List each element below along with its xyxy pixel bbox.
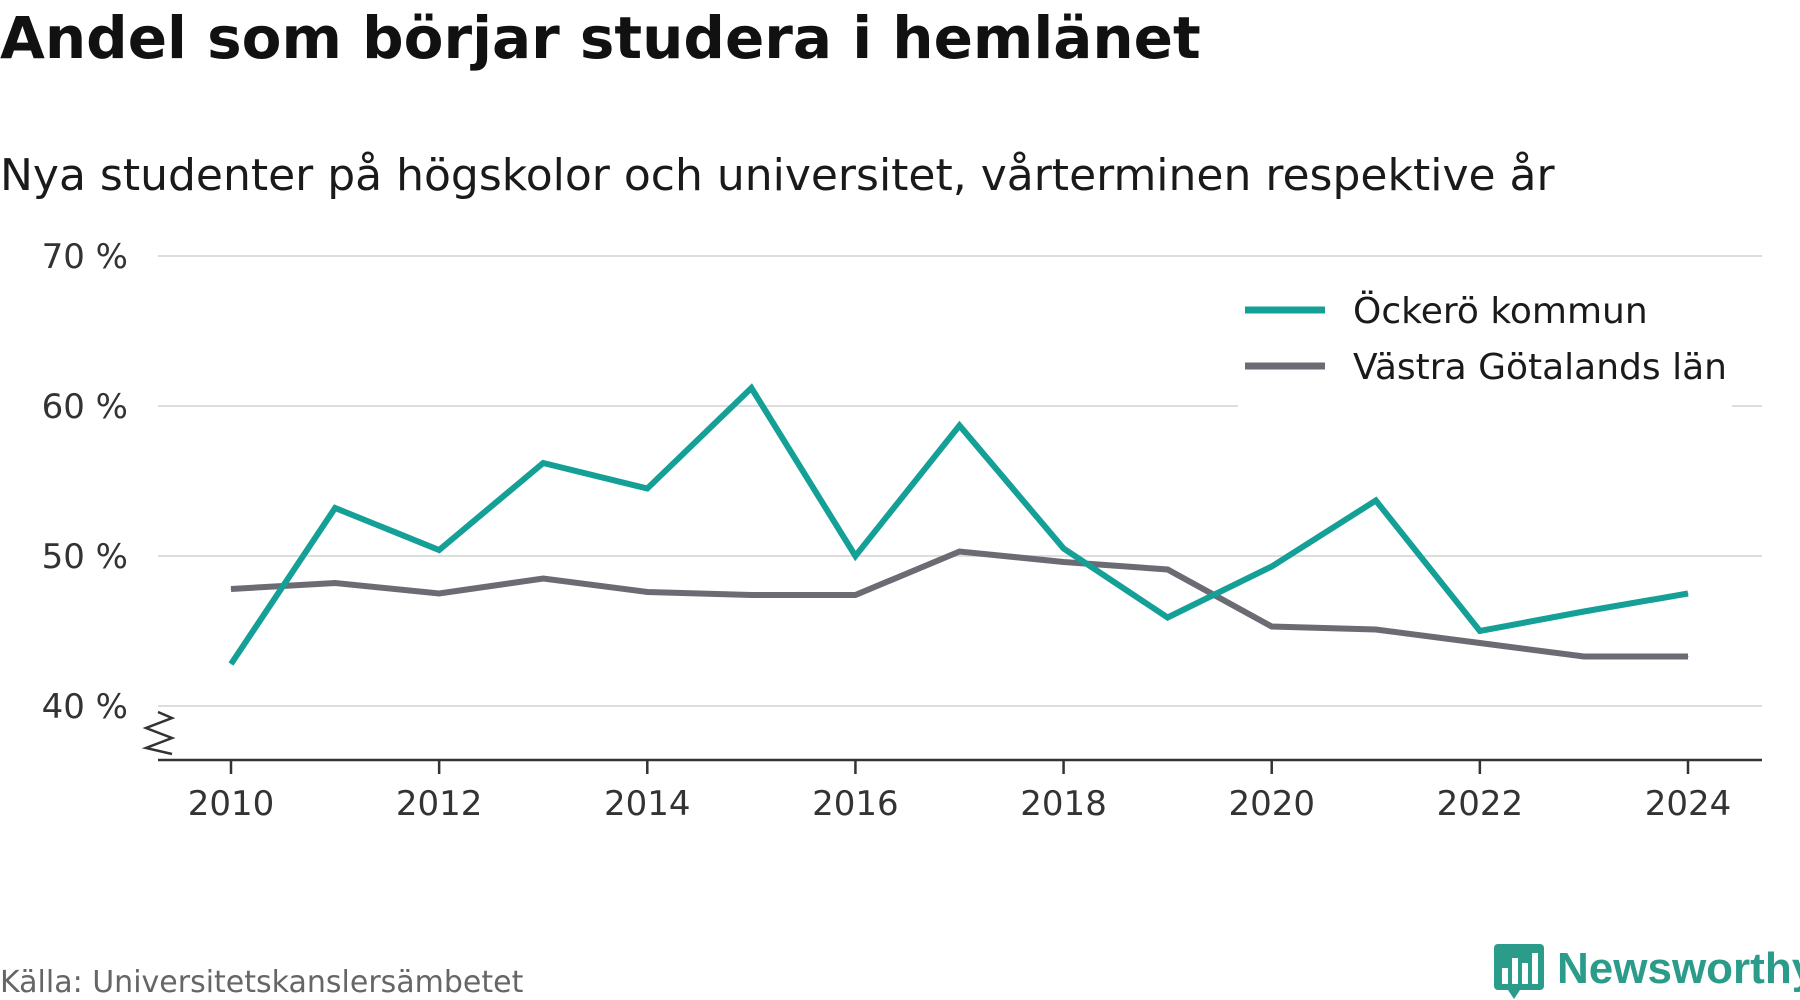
- y-tick-label: 60 %: [42, 387, 128, 427]
- data-point: [1167, 617, 1169, 618]
- data-point: [1583, 656, 1585, 657]
- data-point: [1167, 569, 1169, 570]
- x-tick-label: 2012: [396, 784, 483, 824]
- data-point: [1271, 626, 1273, 627]
- series-line-1: [230, 548, 1688, 660]
- x-tick-label: 2010: [188, 784, 275, 824]
- y-tick-label: 40 %: [42, 687, 128, 727]
- chart-subtitle: Nya studenter på högskolor och universit…: [0, 150, 1555, 201]
- series-lines: [228, 383, 1689, 666]
- data-point: [334, 582, 336, 584]
- data-point: [1687, 656, 1689, 657]
- data-point: [750, 594, 752, 596]
- data-point: [854, 555, 856, 557]
- y-tick-label: 50 %: [42, 537, 128, 577]
- data-point: [1583, 611, 1585, 612]
- x-tick-label: 2020: [1228, 784, 1315, 824]
- data-point: [1479, 630, 1481, 632]
- data-point: [750, 387, 752, 389]
- data-point: [959, 425, 960, 426]
- data-point: [1375, 629, 1377, 630]
- data-point: [1063, 548, 1065, 549]
- x-tick-label: 2014: [604, 784, 691, 824]
- data-point: [1271, 566, 1273, 567]
- y-axis-break-icon: [141, 710, 176, 756]
- data-point: [542, 462, 544, 464]
- data-point: [959, 551, 960, 552]
- data-point: [1687, 593, 1689, 594]
- data-point: [542, 578, 544, 579]
- y-tick-label: 70 %: [42, 237, 128, 277]
- data-point: [646, 591, 648, 593]
- x-tick-label: 2022: [1437, 784, 1524, 824]
- legend-label: Öckerö kommun: [1353, 290, 1648, 332]
- data-point: [1375, 500, 1377, 501]
- brand-name: Newsworthy: [1557, 944, 1800, 993]
- legend: Öckerö kommun Västra Götalands län: [1238, 274, 1732, 408]
- data-point: [1479, 642, 1481, 644]
- data-point: [438, 593, 440, 594]
- legend-background: [1238, 274, 1732, 408]
- y-axis-ticks: 70 % 60 % 50 % 40 %: [42, 237, 128, 727]
- x-tick-label: 2024: [1645, 784, 1732, 824]
- data-point: [334, 507, 336, 509]
- data-point: [1063, 561, 1065, 563]
- x-axis-ticks: 2010 2012 2014 2016 2018 2020 2022 2024: [188, 760, 1732, 824]
- x-tick-label: 2018: [1020, 784, 1107, 824]
- legend-label: Västra Götalands län: [1353, 347, 1727, 388]
- data-point: [854, 594, 856, 596]
- data-point: [230, 663, 232, 665]
- chart-title: Andel som börjar studera i hemlänet: [0, 4, 1201, 72]
- x-tick-label: 2016: [812, 784, 899, 824]
- data-point: [438, 549, 440, 551]
- data-point: [230, 588, 232, 590]
- series-line-0: [228, 383, 1689, 666]
- source-note: Källa: Universitetskanslersämbetet: [0, 965, 524, 1000]
- newsworthy-logo-icon: [1494, 944, 1544, 999]
- data-point: [646, 488, 648, 489]
